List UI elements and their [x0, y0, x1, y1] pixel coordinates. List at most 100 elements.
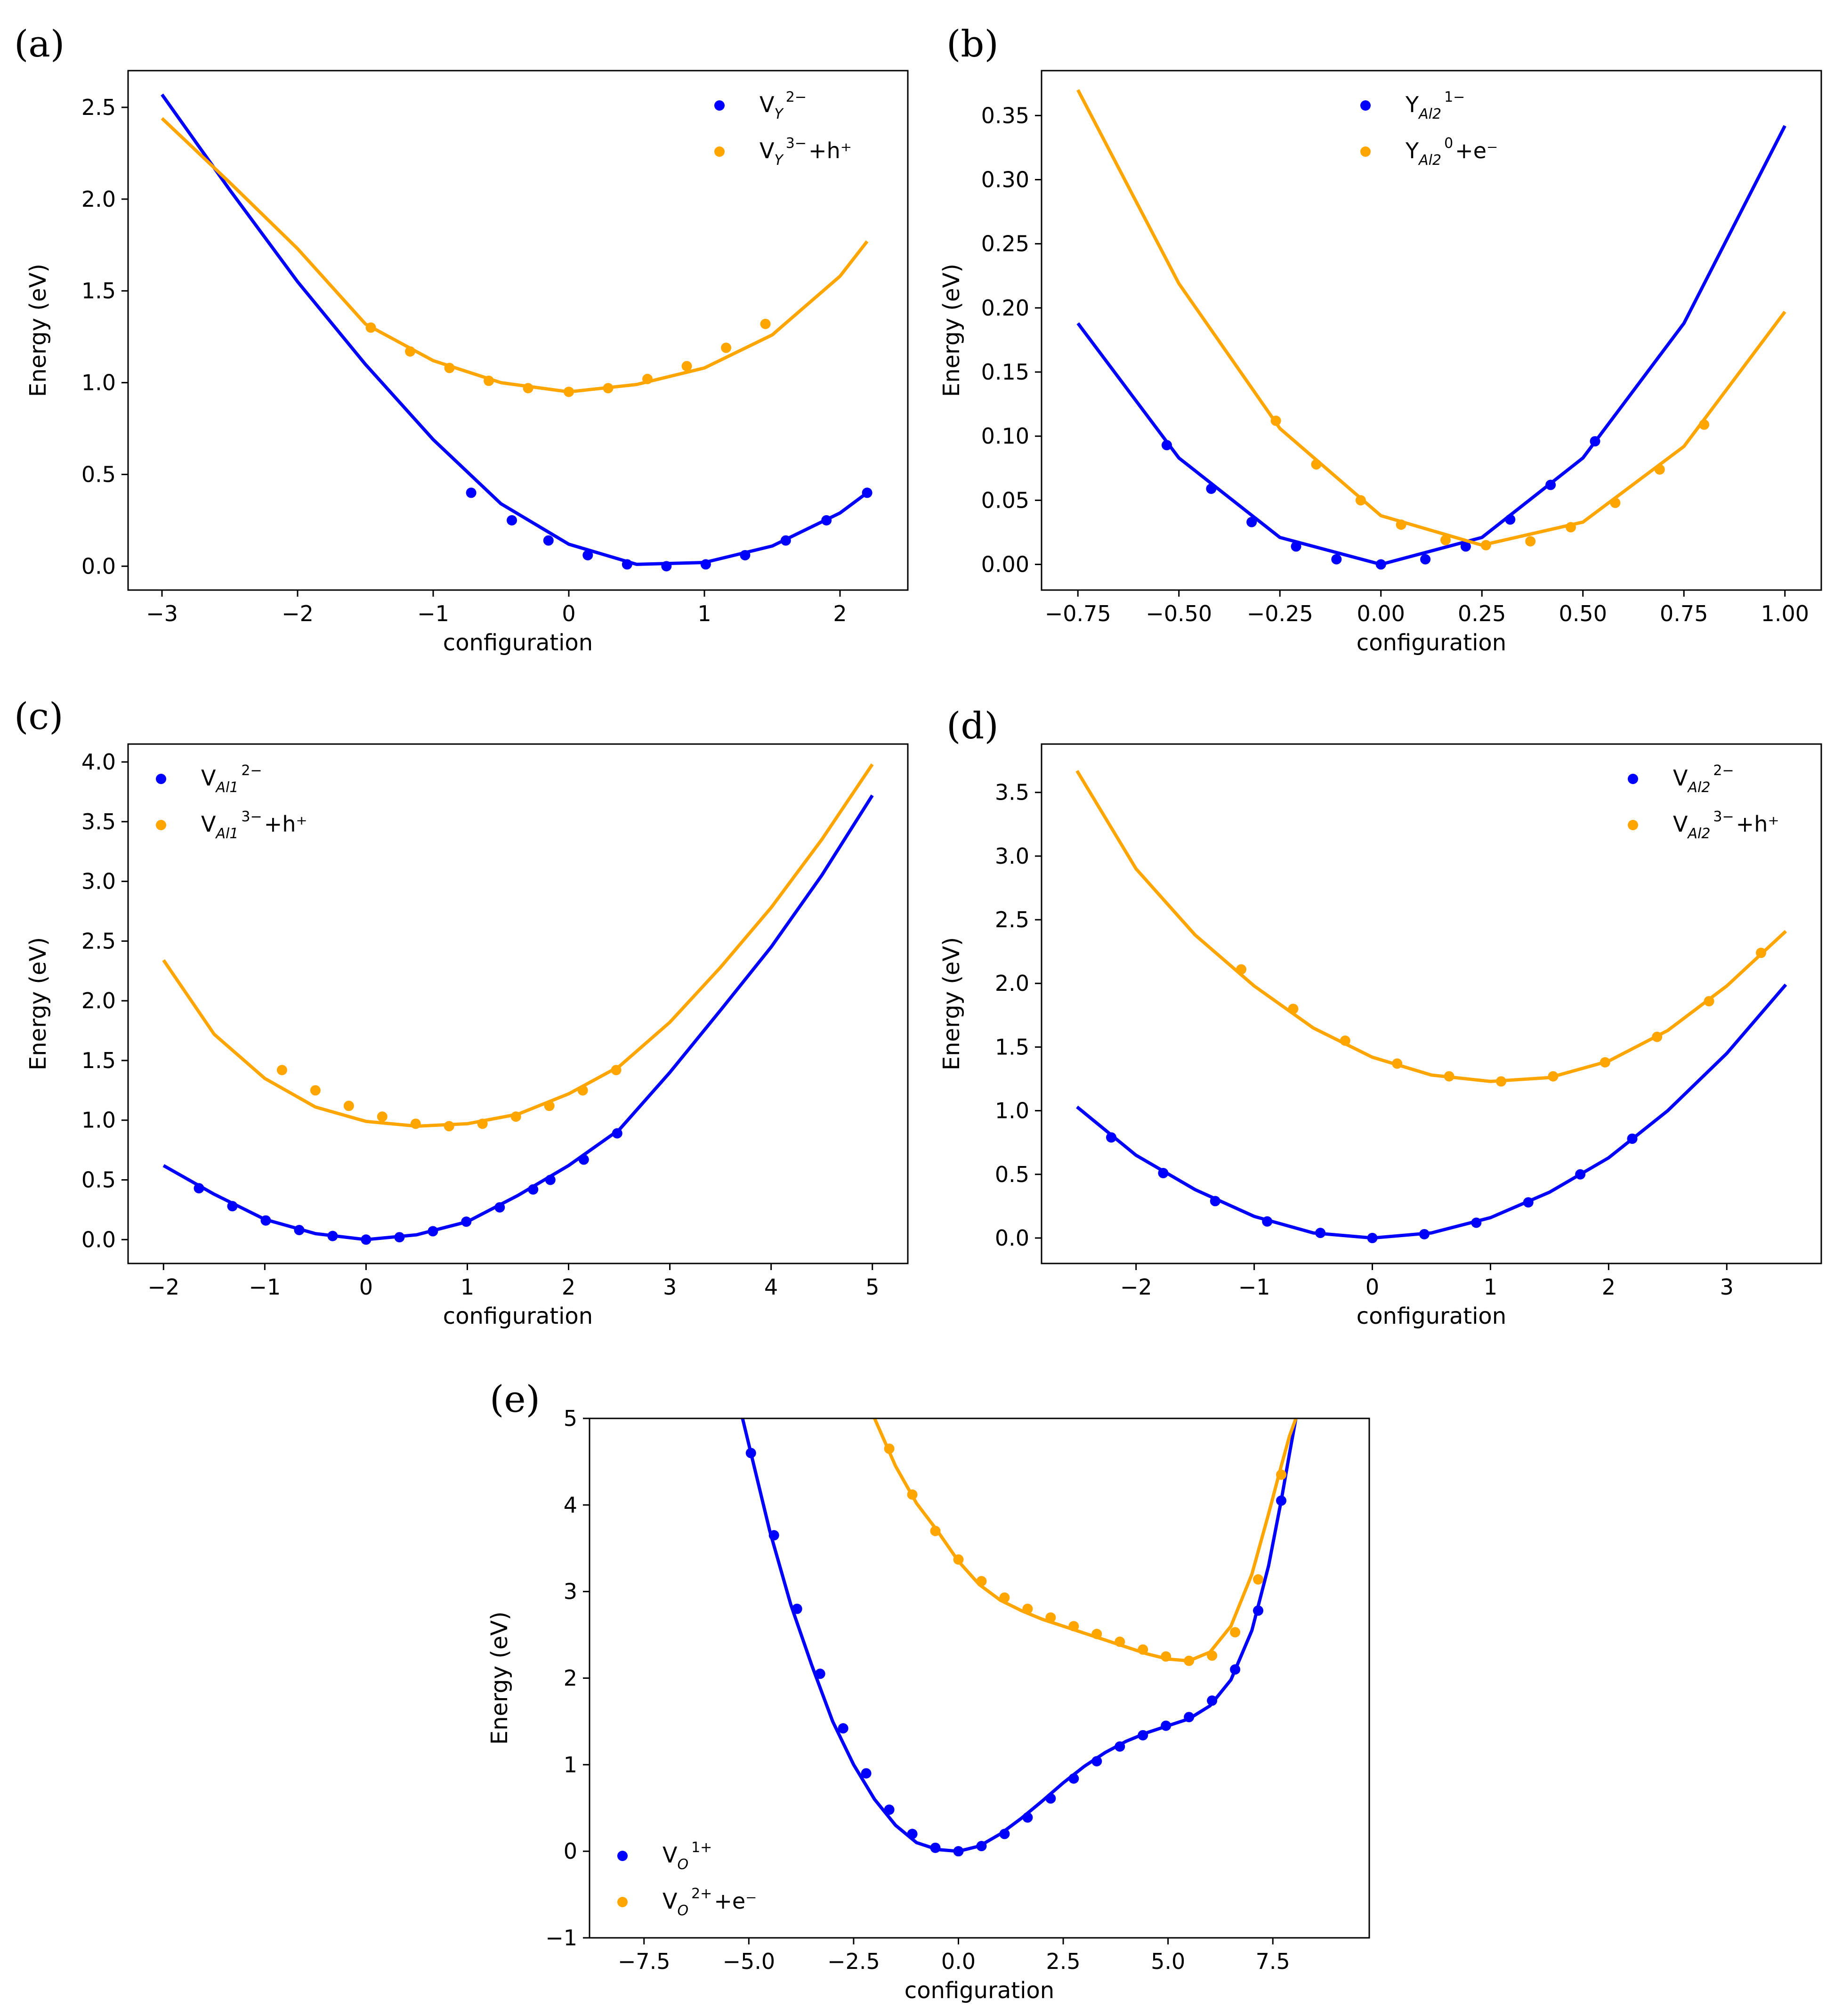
- panel-a-series-0-point: [821, 515, 832, 526]
- panel-e-xtick-label: −2.5: [827, 1949, 880, 1974]
- panel-a-xtick-label: 2: [833, 601, 847, 626]
- panel-e-series-0-point: [1091, 1756, 1102, 1766]
- panel-c-ytick-label: 0.0: [81, 1227, 116, 1252]
- panel-b-series-0-curve: [1076, 125, 1786, 566]
- panel-c-series-0-curve: [162, 794, 874, 1241]
- panel-e-series-1-point: [1184, 1655, 1195, 1666]
- panel-c-xtick-label: 4: [764, 1274, 778, 1300]
- panel-d: (d) −2 −1 0 1 2 3 0.0 0.5 1.0 1.5 2.0 2.5 3.0 3.5 confi…: [938, 705, 1822, 1329]
- panel-d-ytick-label: 3.5: [995, 780, 1029, 805]
- panel-b-series-1-point: [1699, 419, 1710, 430]
- panel-e-series-0-point: [1045, 1793, 1056, 1804]
- panel-d-series-0-point: [1523, 1197, 1534, 1208]
- panel-d-series-1-point: [1236, 964, 1247, 975]
- panel-e-series-1-point: [1068, 1621, 1079, 1632]
- panel-a-series-0-point: [740, 550, 751, 560]
- panel-a-legend-0-marker: [714, 100, 725, 111]
- panel-d-series-0-point: [1158, 1168, 1169, 1179]
- panel-d-series-1-point: [1496, 1076, 1507, 1087]
- panel-c-legend-0-marker: [156, 774, 166, 784]
- panel-e-ytick-label: 2: [564, 1666, 577, 1691]
- panel-d-series-1-point: [1704, 996, 1714, 1007]
- panel-d-ytick-label: 0.5: [995, 1162, 1029, 1187]
- panel-b-ytick-label: 0.20: [981, 295, 1029, 321]
- panel-e-series-1-point: [1207, 1650, 1218, 1661]
- panel-d-series-0-point: [1471, 1217, 1482, 1228]
- panel-c-series-0-point: [194, 1183, 204, 1194]
- panel-d-legend-0-label: VAl22−: [1673, 762, 1734, 796]
- panel-b-series-1-point: [1270, 415, 1281, 426]
- panel-e-series-1-point: [1045, 1612, 1056, 1623]
- panel-b-ytick-label: 0.10: [981, 423, 1029, 449]
- panel-c-series-0-point: [545, 1174, 556, 1185]
- panel-c: (c) −2 −1 0 1 2 3 4 5 0.0 0.5 1.0 1.5 2.0 2.5 3.0 3.5 4.0…: [14, 696, 909, 1329]
- panel-c-series-1-point: [276, 1065, 287, 1076]
- panel-e-series-1-point: [884, 1443, 895, 1454]
- panel-b-series-0-point: [1545, 479, 1556, 490]
- panel-e-ytick-label: 1: [564, 1752, 577, 1777]
- panel-b-series-1-point: [1610, 497, 1621, 508]
- panel-c-ytick-label: 4.0: [81, 749, 116, 775]
- panel-d-ytick-label: 2.0: [995, 971, 1029, 996]
- panel-c-series-1-point: [544, 1101, 555, 1111]
- panel-d-series-0-point: [1367, 1232, 1378, 1243]
- panel-a-series-1-point: [721, 342, 732, 353]
- panel-d-series-0-point: [1315, 1228, 1326, 1239]
- panel-d-series-1-point: [1392, 1058, 1403, 1069]
- panel-a-legend-1-marker: [714, 146, 725, 157]
- panel-a-y-axis-title: Energy (eV): [25, 264, 51, 397]
- panel-c-axes-frame: [127, 743, 909, 1264]
- panel-e-series-0-curve: [741, 1418, 1298, 1853]
- panel-e-xtick-label: 5.0: [1151, 1949, 1185, 1974]
- panel-a-xtick-label: −2: [282, 601, 314, 626]
- panel-a: (a) −3 −2 −1 0 1 2 0.0 0.5 1.0 1.5 2.0 2.5 configurat…: [14, 23, 909, 656]
- panel-c-legend-1-marker: [156, 820, 166, 830]
- panel-b-legend-1-label: YAl20+e⁻: [1405, 135, 1498, 169]
- panel-e-series-0-point: [1207, 1695, 1218, 1706]
- panel-d-legend-1-marker: [1628, 820, 1638, 830]
- panel-e-series-0-point: [745, 1448, 756, 1458]
- panel-d-label: (d): [946, 705, 999, 747]
- panel-e-ytick-label: −1: [545, 1925, 577, 1951]
- panel-c-xtick-label: −1: [249, 1274, 281, 1300]
- panel-a-ytick-label: 2.0: [81, 186, 116, 212]
- panel-b-legend-1-marker: [1360, 146, 1371, 157]
- panel-b-series-1-point: [1311, 459, 1322, 470]
- panel-e-series-1-point: [1022, 1603, 1033, 1614]
- panel-a-ytick-label: 2.5: [81, 95, 116, 120]
- panel-d-xtick-label: 2: [1602, 1274, 1616, 1300]
- panel-e-series-0-point: [1253, 1605, 1264, 1616]
- panel-a-series-0-point: [700, 559, 711, 570]
- panel-b-ytick-label: 0.25: [981, 231, 1029, 257]
- panel-c-legend-1-label: VAl13−+h⁺: [201, 809, 307, 842]
- panel-c-series-0-point: [494, 1202, 505, 1213]
- panel-e-legend-0-label: VO1+: [662, 1839, 712, 1873]
- panel-b-ytick-label: 0.00: [981, 552, 1029, 577]
- panel-d-series-1-point: [1288, 1004, 1299, 1014]
- panel-a-xtick-label: 1: [697, 601, 711, 626]
- panel-c-xtick-label: 2: [562, 1274, 575, 1300]
- panel-b-ytick-label: 0.15: [981, 359, 1029, 385]
- panel-e-series-0-point: [1138, 1730, 1148, 1741]
- panel-b-axes-frame: [1041, 70, 1822, 591]
- panel-a-series-1-point: [603, 383, 614, 394]
- panel-c-xtick-label: 1: [460, 1274, 474, 1300]
- panel-e-x-axis-title: configuration: [905, 1977, 1054, 2004]
- panel-e-xtick-label: 7.5: [1256, 1949, 1290, 1974]
- panel-a-series-1-point: [444, 363, 455, 373]
- panel-b-series-0-point: [1375, 559, 1386, 570]
- panel-a-series-0-point: [661, 561, 672, 572]
- panel-e-series-1-point: [976, 1576, 987, 1587]
- panel-b-series-0-point: [1206, 483, 1217, 494]
- panel-a-xtick-label: 0: [562, 601, 575, 626]
- panel-b-series-1-point: [1654, 464, 1665, 475]
- panel-b-xtick-label: −0.50: [1146, 601, 1212, 626]
- panel-d-xtick-label: −1: [1238, 1274, 1270, 1300]
- panel-b-legend-0-label: YAl21−: [1405, 89, 1465, 122]
- panel-c-ytick-label: 1.0: [81, 1108, 116, 1133]
- panel-b-series-1-point: [1480, 540, 1491, 551]
- panel-b-xtick-label: 0.75: [1660, 601, 1708, 626]
- panel-d-xtick-label: 3: [1720, 1274, 1734, 1300]
- panel-c-y-axis-title: Energy (eV): [25, 937, 51, 1070]
- panel-d-ytick-label: 3.0: [995, 843, 1029, 869]
